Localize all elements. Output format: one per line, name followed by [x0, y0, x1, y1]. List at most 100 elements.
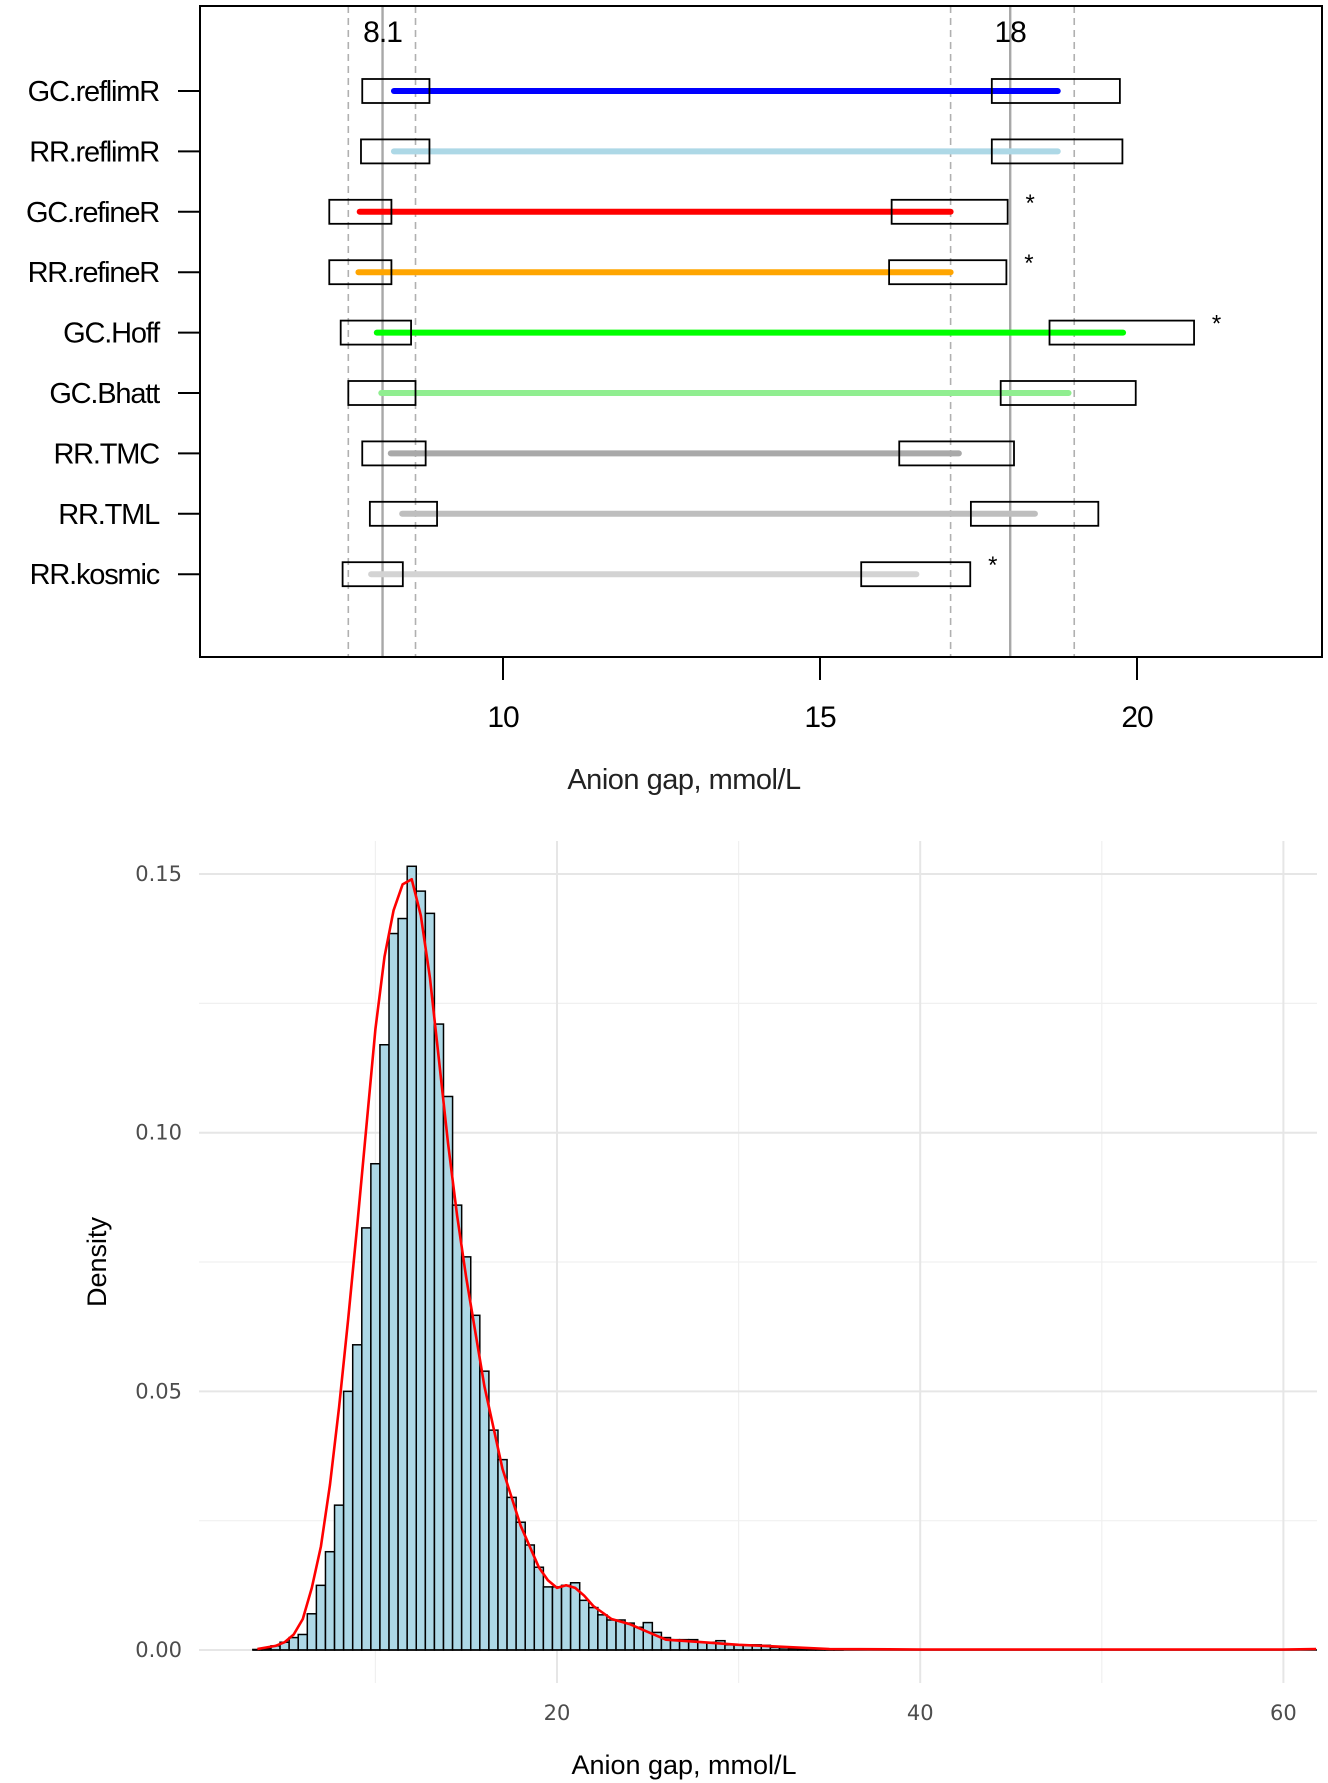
upper-limit-ci-box	[999, 380, 1137, 406]
upper-limit-ci-box	[990, 78, 1121, 104]
upper-limit-ci-box	[860, 561, 972, 588]
method-label: RR.refineR	[28, 257, 160, 289]
plot-frame	[199, 5, 1323, 658]
lower-limit-ci-box	[328, 198, 393, 225]
histogram-bar	[424, 912, 436, 1651]
method-row: GC.reflimR	[28, 76, 1121, 108]
method-row: RR.reflimR	[29, 136, 1124, 168]
lower-limit-ci-box	[368, 500, 438, 527]
y-tick-label: 0.00	[135, 1638, 182, 1662]
histogram-bar	[433, 1023, 445, 1651]
method-row: GC.refineR *	[26, 190, 1036, 229]
lower-limit-ci-box	[360, 138, 431, 165]
x-axis-title: Anion gap, mmol/L	[571, 1750, 796, 1780]
x-tick-label: 60	[1270, 1701, 1297, 1725]
histogram-bar	[324, 1550, 336, 1651]
lower-limit-ci-box	[361, 78, 431, 104]
method-label: GC.reflimR	[28, 76, 160, 108]
significance-marker: *	[1024, 250, 1033, 277]
histogram-bar	[370, 1162, 381, 1651]
lower-limit-ci-box	[347, 380, 417, 406]
method-label: RR.TMC	[53, 438, 159, 470]
y-tick-label: 0.05	[135, 1379, 182, 1403]
histogram-bar	[379, 1044, 390, 1651]
upper-limit-ci-box	[990, 138, 1124, 165]
histogram-bar	[342, 1390, 354, 1651]
reference-label: 8.1	[363, 16, 402, 49]
gridlines	[199, 841, 1317, 1683]
histogram-bar	[333, 1504, 345, 1651]
histogram-bar	[460, 1256, 472, 1651]
histogram-bar	[361, 1227, 372, 1651]
x-tick-label: 20	[1121, 701, 1153, 734]
significance-marker: *	[1025, 190, 1034, 217]
histogram-bar	[506, 1496, 517, 1651]
histogram-bar	[469, 1314, 481, 1651]
method-row: RR.kosmic *	[30, 552, 998, 591]
histogram-bar	[624, 1622, 635, 1651]
histogram-bar	[569, 1582, 581, 1651]
histogram-bar	[397, 917, 408, 1651]
histogram-bar	[606, 1619, 617, 1651]
method-row: RR.TMC	[53, 438, 1015, 470]
y-axis-title: Density	[82, 1216, 112, 1307]
method-label: GC.refineR	[26, 197, 159, 229]
histogram-bar	[451, 1204, 463, 1651]
lower-limit-ci-box	[361, 440, 427, 467]
significance-marker: *	[988, 552, 997, 579]
method-row: RR.TML	[58, 499, 1100, 531]
upper-limit-ci-box	[888, 259, 1008, 286]
histogram-bar	[588, 1606, 599, 1651]
density-curve	[257, 877, 1317, 1651]
histogram-bar	[560, 1584, 572, 1651]
histogram-bar	[642, 1621, 654, 1651]
histogram-bar	[533, 1566, 545, 1651]
histogram-bar	[524, 1544, 536, 1651]
histogram-bar	[388, 932, 399, 1651]
axes-ticks: 20 40 60 0.00 0.05 0.10 0.15	[135, 862, 1297, 1725]
histogram-bar	[488, 1429, 499, 1651]
x-tick-label: 15	[804, 701, 836, 734]
histogram-bar	[297, 1633, 309, 1651]
histogram-bar	[406, 865, 418, 1651]
method-row: GC.Bhatt	[49, 378, 1137, 410]
lower-limit-ci-box	[328, 259, 393, 286]
upper-limit-ci-box	[890, 198, 1009, 225]
histogram-bar	[306, 1613, 318, 1651]
method-row: GC.Hoff *	[63, 311, 1222, 350]
histogram-bar	[497, 1458, 508, 1651]
histogram-bar	[515, 1521, 526, 1651]
method-label: RR.kosmic	[30, 559, 160, 591]
x-axis: 10 15 20	[487, 657, 1154, 734]
significance-marker: *	[1212, 311, 1221, 338]
histogram-bar	[415, 890, 427, 1651]
histogram-bar	[597, 1614, 608, 1651]
histogram-bars	[252, 865, 1317, 1651]
histogram-bar	[542, 1586, 554, 1651]
method-label: RR.TML	[58, 499, 160, 531]
upper-limit-ci-box	[898, 440, 1015, 467]
method-label: GC.Hoff	[63, 318, 161, 350]
y-tick-label: 0.10	[135, 1121, 182, 1145]
x-tick-label: 40	[907, 1701, 934, 1725]
lower-limit-ci-box	[339, 319, 412, 346]
histogram-bar	[315, 1584, 327, 1651]
upper-limit-ci-box	[1048, 319, 1195, 346]
x-axis-title: Anion gap, mmol/L	[567, 764, 801, 796]
histogram-plot: 20 40 60 0.00 0.05 0.10 0.15 Anion gap, mmol/L…	[82, 841, 1317, 1780]
histogram-bar	[551, 1586, 563, 1651]
method-label: RR.reflimR	[29, 136, 159, 168]
histogram-bar	[442, 1095, 454, 1651]
x-tick-label: 10	[487, 701, 519, 734]
method-row: RR.refineR *	[28, 250, 1035, 289]
histogram-bar	[578, 1599, 590, 1651]
histogram-bar	[479, 1370, 490, 1651]
histogram-bar	[351, 1344, 363, 1651]
histogram-bar	[288, 1636, 299, 1651]
reference-label: 18	[995, 16, 1027, 49]
lower-limit-ci-box	[341, 561, 404, 588]
y-tick-label: 0.15	[135, 862, 182, 886]
